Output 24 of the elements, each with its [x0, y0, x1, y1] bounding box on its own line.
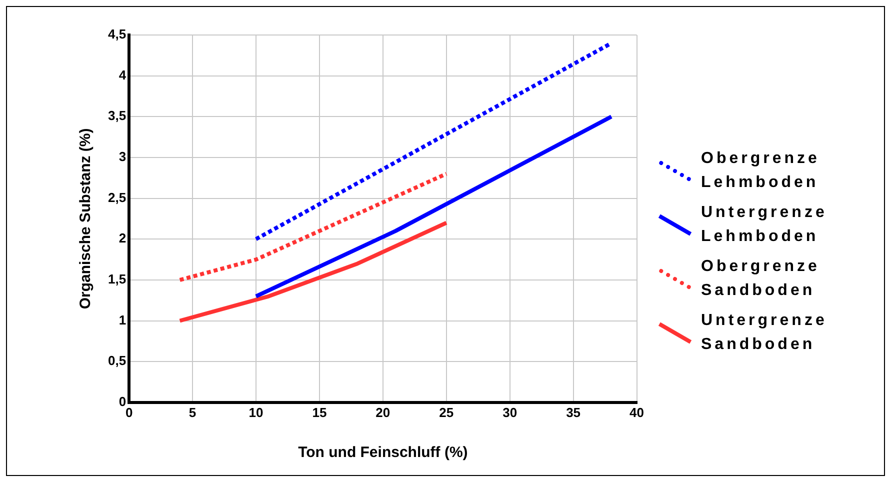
y-tick-label: 2 — [118, 230, 126, 246]
text: Untergrenze Sandboden — [701, 311, 828, 355]
y-tick-label: 1,5 — [108, 272, 126, 287]
y-tick-label: 3 — [118, 149, 126, 164]
y-tick-label: 4,5 — [108, 26, 126, 42]
y-tick-label: 0,5 — [108, 353, 126, 368]
y-tick-label: 0 — [118, 394, 126, 409]
y-tick-label: 1 — [118, 312, 126, 328]
text: Untergrenze Lehmboden — [701, 203, 828, 247]
x-tick-label: 40 — [630, 404, 644, 420]
y-tick-label: 2,5 — [108, 190, 126, 205]
x-axis-title: Ton und Feinschluff (%) — [298, 444, 468, 462]
x-tick-label: 10 — [248, 404, 264, 420]
y-axis-title: Organische Substanz (%) — [77, 128, 94, 310]
x-tick-label: 20 — [376, 404, 390, 420]
text: Obergrenze Sandboden — [701, 257, 821, 301]
y-tick-label: 4 — [118, 67, 127, 82]
text: Obergrenze Lehmboden — [701, 149, 821, 193]
x-tick-label: 25 — [439, 404, 454, 420]
x-tick-label: 5 — [188, 404, 196, 420]
y-tick-label: 3,5 — [108, 108, 126, 124]
x-tick-label: 30 — [502, 404, 518, 420]
x-tick-label: 15 — [312, 404, 327, 420]
x-tick-label: 35 — [566, 404, 581, 420]
